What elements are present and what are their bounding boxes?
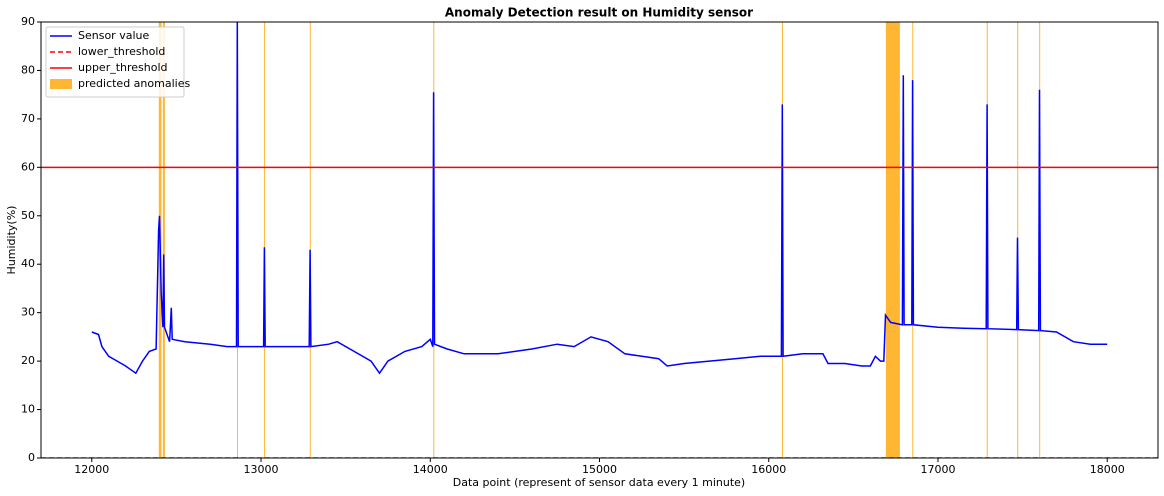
y-tick-label: 60 (21, 160, 35, 173)
y-tick-label: 80 (21, 63, 35, 76)
y-tick-label: 40 (21, 257, 35, 270)
x-tick-label: 16000 (751, 463, 786, 476)
x-tick-label: 14000 (413, 463, 448, 476)
x-tick-label: 17000 (920, 463, 955, 476)
y-tick-label: 70 (21, 112, 35, 125)
y-tick-label: 50 (21, 209, 35, 222)
x-tick-label: 12000 (74, 463, 109, 476)
legend-label: lower_threshold (78, 45, 165, 58)
legend-label: predicted anomalies (78, 77, 190, 90)
legend-swatch (50, 79, 72, 89)
anomaly-span (885, 22, 900, 458)
y-tick-label: 0 (28, 451, 35, 464)
plot (41, 22, 1158, 458)
plot-frame (40, 21, 1159, 459)
y-tick-label: 30 (21, 306, 35, 319)
anomaly-span (309, 22, 311, 458)
anomaly-span (162, 22, 165, 458)
x-tick-label: 18000 (1090, 463, 1125, 476)
x-axis-label: Data point (represent of sensor data eve… (453, 476, 745, 489)
y-tick-label: 90 (21, 15, 35, 28)
x-tick-label: 15000 (582, 463, 617, 476)
legend-label: Sensor value (78, 29, 149, 42)
legend-label: upper_threshold (78, 61, 168, 74)
sensor-line (91, 22, 1108, 375)
legend-box (45, 26, 185, 98)
y-tick-label: 20 (21, 354, 35, 367)
y-tick-label: 10 (21, 403, 35, 416)
x-tick-label: 13000 (244, 463, 279, 476)
chart-title: Anomaly Detection result on Humidity sen… (445, 6, 753, 20)
anomaly-span (264, 22, 266, 458)
y-axis-label: Humidity(%) (5, 206, 18, 275)
